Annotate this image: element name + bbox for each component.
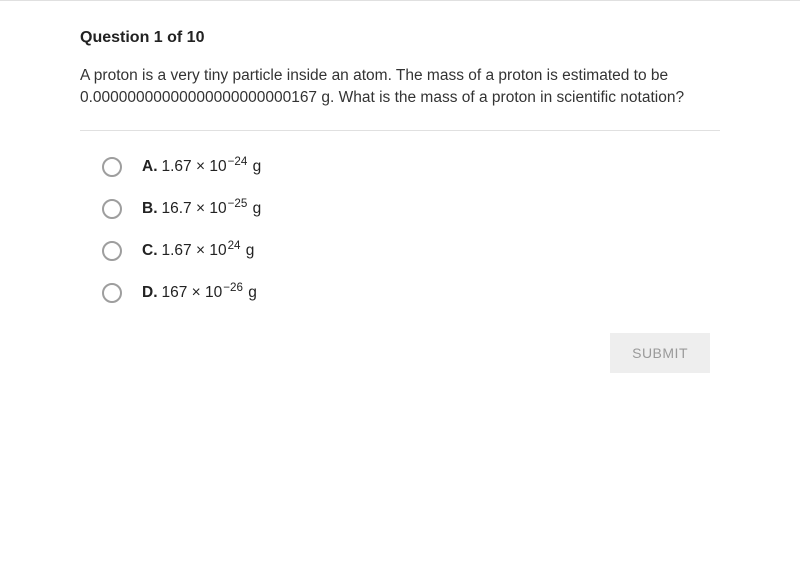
radio-icon[interactable]	[102, 199, 122, 219]
option-letter: D.	[142, 284, 158, 302]
unit: g	[244, 284, 257, 301]
mantissa: 16.7 × 10	[162, 200, 227, 217]
option-a[interactable]: A. 1.67 × 10−24 g	[102, 157, 720, 177]
options-list: A. 1.67 × 10−24 g B. 16.7 × 10−25 g C. 1…	[80, 157, 720, 303]
option-letter: C.	[142, 242, 158, 260]
mantissa: 1.67 × 10	[162, 158, 227, 175]
option-label: A. 1.67 × 10−24 g	[142, 158, 261, 176]
unit: g	[248, 158, 261, 175]
radio-icon[interactable]	[102, 283, 122, 303]
mantissa: 1.67 × 10	[162, 242, 227, 259]
exponent: −25	[228, 197, 248, 210]
unit: g	[248, 200, 261, 217]
option-label: B. 16.7 × 10−25 g	[142, 200, 261, 218]
option-d[interactable]: D. 167 × 10−26 g	[102, 283, 720, 303]
submit-area: SUBMIT	[80, 333, 720, 373]
unit: g	[242, 242, 255, 259]
radio-icon[interactable]	[102, 241, 122, 261]
option-letter: B.	[142, 200, 158, 218]
option-body: 1.67 × 1024 g	[162, 242, 255, 260]
option-body: 1.67 × 10−24 g	[162, 158, 262, 176]
option-label: D. 167 × 10−26 g	[142, 284, 257, 302]
option-body: 16.7 × 10−25 g	[162, 200, 262, 218]
option-label: C. 1.67 × 1024 g	[142, 242, 254, 260]
mantissa: 167 × 10	[162, 284, 223, 301]
radio-icon[interactable]	[102, 157, 122, 177]
exponent: 24	[228, 239, 241, 252]
exponent: −24	[228, 155, 248, 168]
submit-button[interactable]: SUBMIT	[610, 333, 710, 373]
option-letter: A.	[142, 158, 158, 176]
question-container: Question 1 of 10 A proton is a very tiny…	[0, 1, 800, 373]
question-number-header: Question 1 of 10	[80, 29, 720, 47]
question-text: A proton is a very tiny particle inside …	[80, 65, 720, 110]
option-body: 167 × 10−26 g	[162, 284, 257, 302]
exponent: −26	[223, 281, 243, 294]
option-c[interactable]: C. 1.67 × 1024 g	[102, 241, 720, 261]
option-b[interactable]: B. 16.7 × 10−25 g	[102, 199, 720, 219]
divider	[80, 130, 720, 131]
